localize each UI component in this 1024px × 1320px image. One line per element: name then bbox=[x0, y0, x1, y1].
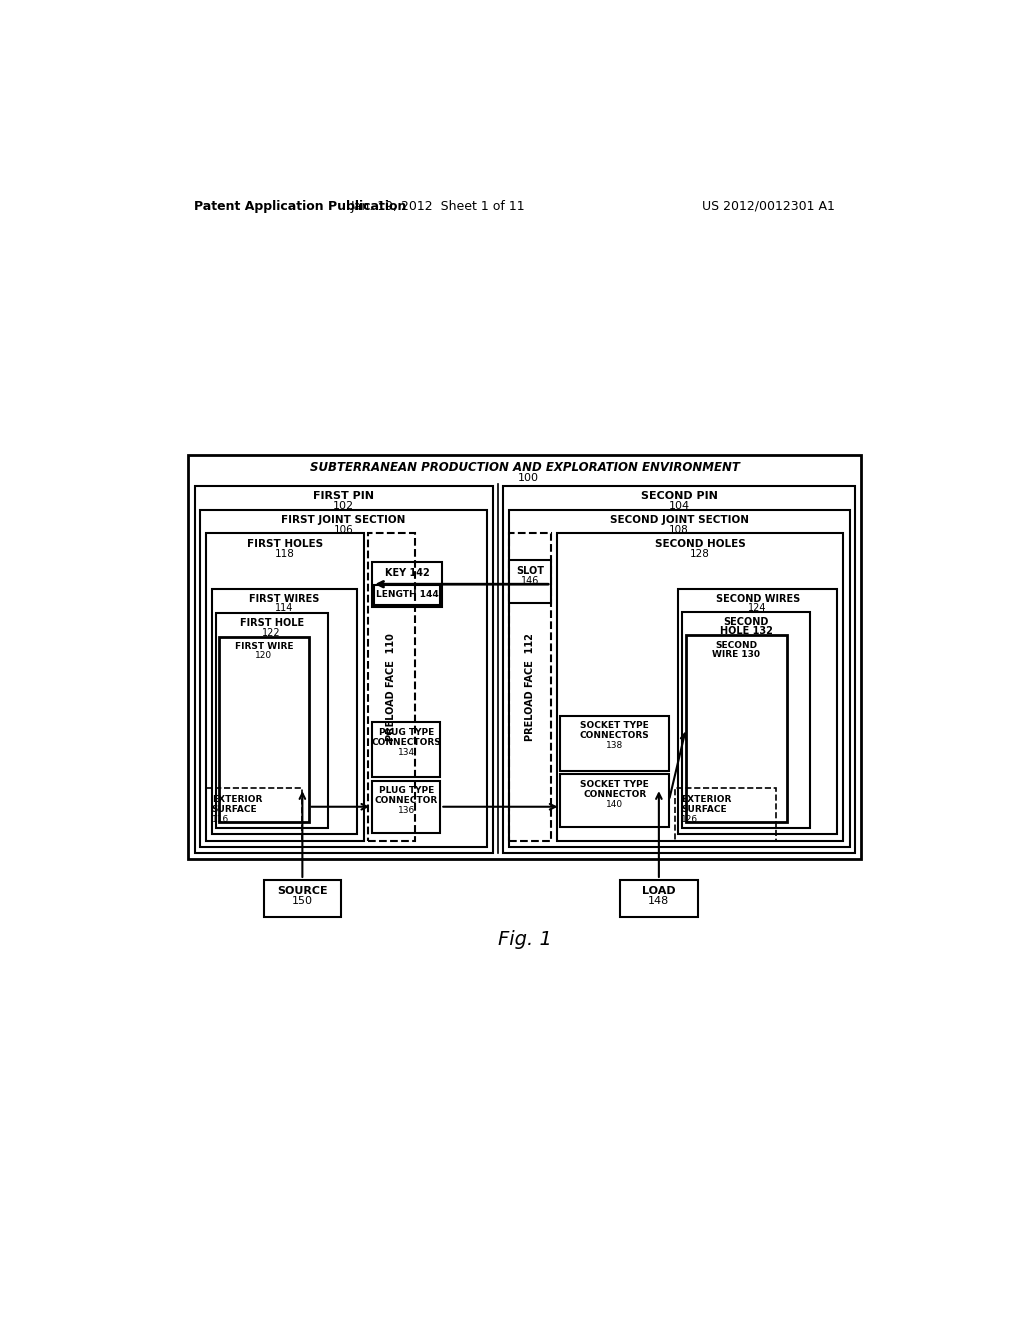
Text: SUBTERRANEAN PRODUCTION AND EXPLORATION ENVIRONMENT: SUBTERRANEAN PRODUCTION AND EXPLORATION … bbox=[310, 461, 739, 474]
Bar bbox=[206, 788, 302, 841]
Bar bbox=[369, 533, 415, 841]
Bar bbox=[212, 589, 357, 834]
Bar bbox=[621, 880, 697, 917]
Text: SECOND PIN: SECOND PIN bbox=[641, 491, 718, 502]
Bar bbox=[557, 533, 844, 841]
Text: CONNECTORS: CONNECTORS bbox=[372, 738, 441, 747]
Text: 102: 102 bbox=[333, 502, 354, 511]
Text: SECOND: SECOND bbox=[716, 640, 758, 649]
Text: SOCKET TYPE: SOCKET TYPE bbox=[581, 780, 649, 789]
Bar bbox=[263, 880, 341, 917]
Text: SOURCE: SOURCE bbox=[278, 887, 328, 896]
Text: 120: 120 bbox=[255, 651, 272, 660]
Text: CONNECTOR: CONNECTOR bbox=[375, 796, 438, 805]
Text: EXTERIOR: EXTERIOR bbox=[212, 795, 262, 804]
Text: 104: 104 bbox=[669, 502, 689, 511]
Text: FIRST WIRES: FIRST WIRES bbox=[250, 594, 319, 603]
Text: 118: 118 bbox=[275, 549, 295, 560]
Text: LOAD: LOAD bbox=[642, 887, 676, 896]
Text: 116: 116 bbox=[212, 814, 229, 824]
Text: FIRST WIRE: FIRST WIRE bbox=[234, 642, 293, 651]
Text: SECOND HOLES: SECOND HOLES bbox=[654, 539, 745, 549]
Bar bbox=[686, 635, 786, 822]
Text: KEY 142: KEY 142 bbox=[385, 568, 429, 578]
Text: LENGTH 144: LENGTH 144 bbox=[376, 590, 438, 599]
Text: SECOND: SECOND bbox=[723, 616, 769, 627]
Text: SECOND JOINT SECTION: SECOND JOINT SECTION bbox=[609, 515, 749, 525]
Bar bbox=[372, 780, 440, 833]
Text: US 2012/0012301 A1: US 2012/0012301 A1 bbox=[701, 199, 835, 213]
Text: PLUG TYPE: PLUG TYPE bbox=[379, 787, 434, 795]
Text: 136: 136 bbox=[397, 807, 415, 814]
Bar bbox=[200, 511, 486, 847]
Bar bbox=[560, 775, 669, 826]
Bar bbox=[509, 560, 551, 603]
Text: SURFACE: SURFACE bbox=[212, 805, 257, 813]
Text: 128: 128 bbox=[690, 549, 710, 560]
Text: PRELOAD FACE  112: PRELOAD FACE 112 bbox=[525, 634, 535, 741]
Text: SECOND WIRES: SECOND WIRES bbox=[716, 594, 800, 603]
Text: FIRST HOLES: FIRST HOLES bbox=[247, 539, 323, 549]
Text: CONNECTOR: CONNECTOR bbox=[583, 789, 646, 799]
Text: 150: 150 bbox=[292, 896, 313, 907]
Text: 124: 124 bbox=[749, 603, 767, 612]
Text: 114: 114 bbox=[275, 603, 294, 612]
Bar bbox=[509, 533, 551, 841]
Text: FIRST PIN: FIRST PIN bbox=[313, 491, 375, 502]
Bar bbox=[372, 562, 442, 607]
Text: SLOT: SLOT bbox=[516, 566, 544, 576]
Bar bbox=[195, 486, 493, 853]
Text: 122: 122 bbox=[262, 628, 281, 638]
Text: 148: 148 bbox=[648, 896, 670, 907]
Bar bbox=[560, 715, 669, 771]
Bar bbox=[682, 612, 810, 829]
Text: 140: 140 bbox=[606, 800, 624, 809]
Text: 100: 100 bbox=[518, 473, 540, 483]
Bar bbox=[188, 455, 861, 859]
Text: Patent Application Publication: Patent Application Publication bbox=[194, 199, 407, 213]
Text: PRELOAD FACE  110: PRELOAD FACE 110 bbox=[386, 634, 396, 741]
Text: WIRE 130: WIRE 130 bbox=[713, 649, 761, 659]
Text: 126: 126 bbox=[681, 814, 698, 824]
Bar bbox=[216, 614, 328, 829]
Text: FIRST HOLE: FIRST HOLE bbox=[240, 619, 304, 628]
Bar bbox=[372, 722, 440, 777]
Text: 146: 146 bbox=[520, 576, 539, 586]
Text: HOLE 132: HOLE 132 bbox=[720, 626, 772, 636]
Text: 108: 108 bbox=[669, 525, 689, 536]
Text: CONNECTORS: CONNECTORS bbox=[580, 731, 649, 741]
Text: 134: 134 bbox=[397, 747, 415, 756]
Text: 106: 106 bbox=[334, 525, 353, 536]
Bar bbox=[374, 585, 440, 605]
Text: 138: 138 bbox=[606, 742, 624, 750]
Text: FIRST JOINT SECTION: FIRST JOINT SECTION bbox=[282, 515, 406, 525]
Bar bbox=[678, 589, 838, 834]
Text: SURFACE: SURFACE bbox=[681, 805, 727, 813]
Text: EXTERIOR: EXTERIOR bbox=[681, 795, 732, 804]
Text: SOCKET TYPE: SOCKET TYPE bbox=[581, 722, 649, 730]
Text: PLUG TYPE: PLUG TYPE bbox=[379, 727, 434, 737]
Text: Fig. 1: Fig. 1 bbox=[498, 931, 552, 949]
Bar bbox=[219, 636, 308, 822]
Bar bbox=[206, 533, 365, 841]
Bar bbox=[675, 788, 776, 841]
Bar bbox=[503, 486, 855, 853]
Text: Jan. 19, 2012  Sheet 1 of 11: Jan. 19, 2012 Sheet 1 of 11 bbox=[350, 199, 525, 213]
Bar bbox=[509, 511, 850, 847]
